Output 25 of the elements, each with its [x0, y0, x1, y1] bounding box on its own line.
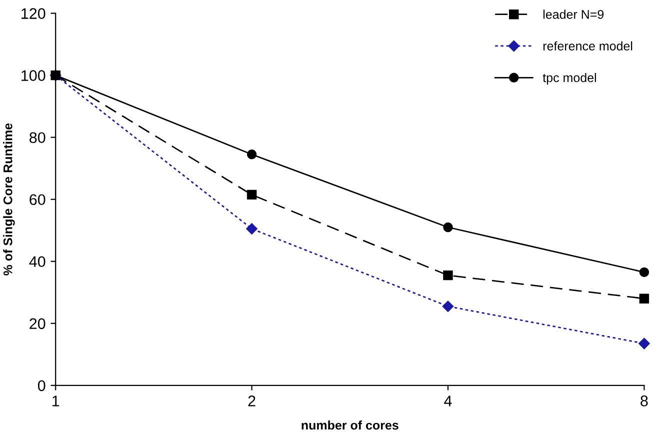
- legend-label: leader N=9: [543, 10, 604, 19]
- x-tick-label: 1: [52, 396, 60, 406]
- point: [442, 300, 454, 312]
- y-axis-title: % of Single Core Runtime: [3, 123, 15, 276]
- y-tick-label: 0: [38, 380, 46, 392]
- point: [443, 222, 453, 232]
- x-tick-label: 4: [444, 396, 452, 406]
- y-tick-label: 100: [22, 70, 46, 81]
- legend-label: reference model: [543, 41, 632, 50]
- point: [246, 150, 257, 160]
- point: [246, 223, 258, 234]
- y-tick-label: 40: [29, 256, 46, 268]
- x-axis-title: number of cores: [302, 420, 398, 430]
- x-tick-label: 2: [248, 396, 256, 406]
- y-tick-label: 60: [30, 194, 46, 206]
- y-tick-label: 80: [30, 132, 46, 144]
- point: [639, 294, 650, 304]
- point: [638, 338, 650, 350]
- y-tick-label: 20: [30, 318, 46, 330]
- x-tick-label: 8: [640, 396, 648, 406]
- point: [443, 270, 453, 280]
- legend-label: tpc model: [542, 72, 596, 85]
- point: [639, 267, 650, 278]
- y-tick-label: 120: [22, 8, 46, 19]
- point: [246, 190, 257, 200]
